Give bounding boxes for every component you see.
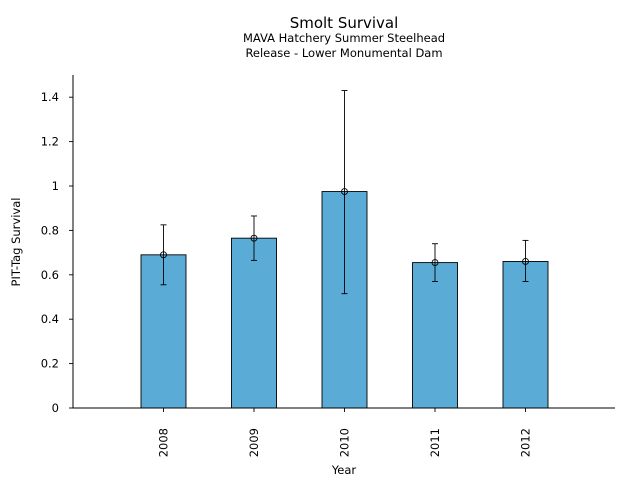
- y-tick-label-2: 0.4: [41, 312, 59, 326]
- y-tick-label-0: 0: [52, 401, 59, 415]
- axes-group: 2008 2009 2010 2011 2012 0 0.2 0.4 0.6 0.8 1 1.2 1.4: [41, 75, 615, 457]
- y-tick-label-5: 1: [52, 179, 59, 193]
- chart-title: Smolt Survival: [290, 14, 399, 32]
- chart-subtitle-line-2: Release - Lower Monumental Dam: [245, 46, 442, 60]
- bar-2011: [412, 262, 458, 409]
- y-tick-label-1: 0.2: [41, 357, 59, 371]
- bar-2012: [502, 261, 549, 409]
- y-tick-label-4: 0.8: [41, 223, 59, 237]
- point-marker-2009: [250, 234, 258, 242]
- x-axis-label: Year: [331, 463, 357, 477]
- point-marker-2012: [522, 258, 529, 265]
- point-marker-2011: [431, 259, 439, 267]
- x-tick-label-2010: 2010: [338, 428, 352, 457]
- x-tick-label-2011: 2011: [428, 428, 442, 457]
- bar-2009: [231, 237, 277, 409]
- point-marker-2010: [341, 188, 348, 196]
- y-tick-label-6: 1.2: [41, 135, 59, 149]
- x-tick-label-2009: 2009: [247, 428, 261, 457]
- chart-subtitle-line-1: MAVA Hatchery Summer Steelhead: [243, 31, 445, 45]
- x-tick-label-2008: 2008: [157, 428, 171, 457]
- x-tick-label-2012: 2012: [519, 428, 533, 457]
- y-tick-label-3: 0.6: [41, 268, 59, 282]
- point-marker-2008: [160, 251, 167, 259]
- y-tick-label-7: 1.4: [41, 90, 59, 104]
- y-axis-label: PIT-Tag Survival: [9, 198, 23, 287]
- error-bars-group: [160, 90, 529, 295]
